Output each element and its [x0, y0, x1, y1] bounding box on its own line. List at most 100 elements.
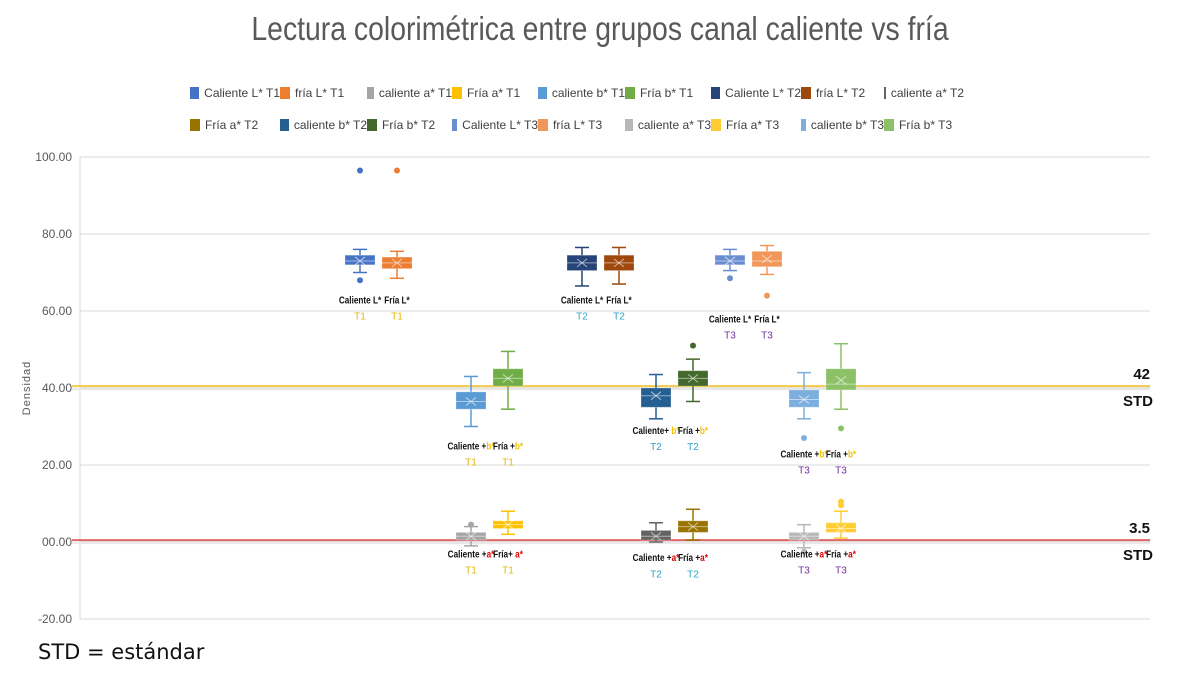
reference-value-label: 42 [1133, 366, 1150, 383]
box-caliente-a-t1 [455, 521, 487, 547]
legend-item: fría L* T2 [801, 86, 884, 100]
group-label-channel: a* [487, 549, 495, 560]
legend-label: Caliente L* T1 [204, 86, 280, 100]
group-label-text: Fría+ [493, 549, 515, 560]
legend: Caliente L* T1 fría L* T1 caliente a* T1 Fr… [190, 77, 1010, 141]
outlier-point [357, 167, 363, 174]
group-time-label: T2 [687, 442, 699, 453]
group-label-text: Caliente + [781, 549, 820, 560]
group-label-channel: b* [671, 425, 680, 436]
group-label-text: Caliente+ [632, 425, 671, 436]
legend-item: caliente a* T3 [625, 118, 711, 132]
legend-swatch [884, 87, 886, 99]
group-time-label: T1 [465, 458, 477, 469]
legend-label: Caliente L* T3 [462, 118, 538, 132]
box-fr-a-b-t2 [677, 342, 709, 403]
outlier-point [838, 425, 844, 432]
box-caliente-b-t3 [788, 371, 820, 442]
group-time-label: T3 [835, 565, 847, 576]
y-tick-label: 60.00 [42, 304, 72, 318]
mean-marker [576, 258, 588, 268]
box-caliente-b-t2 [640, 373, 672, 420]
group-label-text: Fría + [826, 449, 848, 460]
mean-marker [502, 520, 514, 530]
mean-marker [391, 258, 403, 268]
legend-swatch [884, 119, 894, 131]
group-label: Caliente +a* [781, 549, 828, 560]
group-label: Fría +b* [826, 449, 857, 460]
group-label: Caliente +a* [448, 549, 495, 560]
group-time-label: T1 [502, 565, 514, 576]
group-label: Fría +b* [678, 425, 709, 436]
group-label: Caliente +b* [447, 441, 494, 452]
group-time-label: T2 [650, 442, 662, 453]
group-label-channel: a* [848, 549, 856, 560]
legend-swatch [190, 87, 200, 99]
legend-swatch [280, 87, 290, 99]
legend-item: Fría b* T2 [367, 118, 452, 132]
mean-marker [687, 373, 699, 383]
legend-item: fría L* T1 [280, 86, 367, 100]
gridlines [79, 156, 1150, 620]
legend-item: caliente a* T1 [367, 86, 452, 100]
outlier-point [468, 521, 474, 528]
group-label-channel: b* [848, 449, 857, 460]
mean-marker [613, 258, 625, 268]
legend-item: fría L* T3 [538, 118, 625, 132]
box-iqr [825, 368, 857, 391]
reference-value-label: 3.5 [1129, 520, 1150, 537]
legend-item: Fría b* T3 [884, 118, 964, 132]
group-time-label: T1 [502, 458, 514, 469]
group-time-label: T1 [354, 311, 366, 322]
legend-label: Caliente L* T2 [725, 86, 801, 100]
legend-item: caliente b* T3 [801, 118, 884, 132]
group-label-channel: a* [515, 549, 523, 560]
group-label-channel: b* [515, 441, 524, 452]
mean-marker [798, 395, 810, 404]
chart-title: Lectura colorimétrica entre grupos canal… [251, 10, 949, 47]
group-label-text: Fría + [678, 553, 700, 564]
outlier-point [690, 342, 696, 349]
group-time-label: T3 [724, 331, 736, 342]
box-caliente-l-t2 [566, 246, 598, 287]
annotations: Caliente L* T1 Fría L* T1 Caliente L* T2 Fría … [339, 295, 857, 581]
box-fr-a-b-t3 [825, 342, 857, 432]
mean-marker [835, 375, 847, 385]
group-time-label: T1 [465, 565, 477, 576]
outlier-point [357, 277, 363, 284]
box-caliente-a-t2 [640, 522, 672, 543]
box-fr-a-l-t3 [751, 244, 783, 299]
group-label: Caliente L* [561, 295, 604, 306]
group-label: Fría +a* [826, 549, 856, 560]
legend-item: Fría a* T1 [452, 86, 538, 100]
box-fr-a-l-t1 [381, 167, 413, 280]
outlier-point [801, 435, 807, 442]
legend-swatch [711, 119, 721, 131]
mean-marker [502, 373, 514, 383]
legend-row: Fría a* T2 caliente b* T2 Fría b* T2 Calien… [190, 109, 1010, 141]
box-fr-a-a-t2 [677, 508, 709, 541]
group-label: Caliente L* [709, 314, 752, 325]
group-label-text: Caliente + [633, 553, 672, 564]
group-label: Caliente +b* [780, 449, 827, 460]
group-label-text: Caliente + [448, 549, 487, 560]
legend-item: Caliente L* T1 [190, 86, 280, 100]
group-label-text: Caliente + [447, 441, 486, 452]
group-label-text: Fría + [826, 549, 848, 560]
group-label: Fría L* [606, 295, 632, 306]
legend-swatch [280, 119, 289, 131]
legend-row: Caliente L* T1 fría L* T1 caliente a* T1 Fr… [190, 77, 1010, 109]
legend-item: caliente a* T2 [884, 86, 964, 100]
reference-std-label: STD [1123, 547, 1153, 564]
legend-swatch [190, 119, 200, 131]
box-iqr [492, 368, 524, 387]
y-tick-label: 20.00 [42, 458, 72, 472]
group-time-label: T2 [576, 311, 588, 322]
legend-swatch [367, 119, 377, 131]
y-tick-label: 100.00 [35, 150, 72, 164]
reference-lines: 42 STD 3.5 STD [72, 366, 1153, 564]
y-tick-label: 00.00 [42, 535, 72, 549]
legend-item: caliente b* T1 [538, 86, 625, 100]
box-fr-a-a-t3 [825, 498, 857, 539]
box-iqr [455, 391, 487, 410]
